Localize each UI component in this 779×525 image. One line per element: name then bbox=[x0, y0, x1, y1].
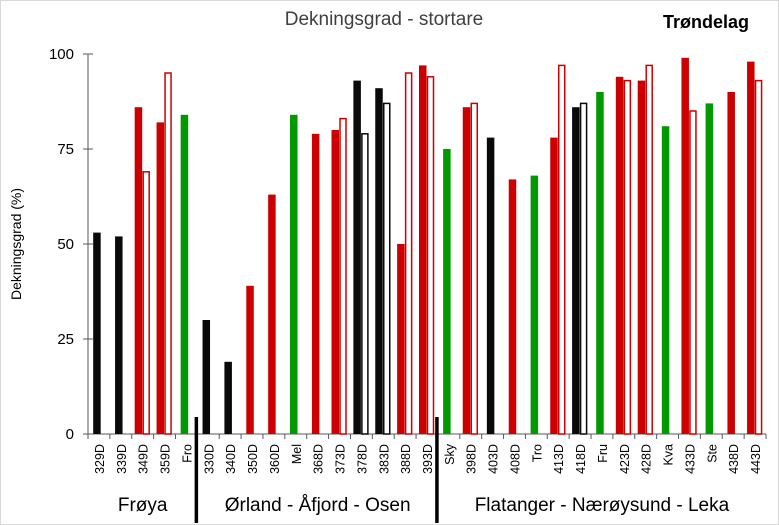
x-tick-label: 359D bbox=[159, 444, 173, 474]
x-tick-label: 398D bbox=[465, 444, 479, 474]
x-tick-label: 350D bbox=[246, 444, 260, 474]
bar-368D bbox=[311, 133, 320, 435]
x-tick-label: 443D bbox=[749, 444, 763, 474]
bar-443D bbox=[747, 61, 755, 434]
x-tick-label: 418D bbox=[574, 444, 588, 474]
bar-339D bbox=[115, 236, 123, 434]
bar-outline-428D bbox=[645, 64, 653, 435]
bar-outline-388D bbox=[404, 72, 413, 435]
bar-403D bbox=[486, 137, 495, 434]
chart-title: Dekningsgrad - stortare bbox=[285, 9, 484, 30]
bar-398D bbox=[462, 107, 471, 434]
bar-Fro bbox=[180, 114, 189, 435]
bar-413D bbox=[550, 137, 558, 434]
x-tick-label: 388D bbox=[399, 444, 413, 474]
x-tick-label: 373D bbox=[334, 444, 348, 474]
x-tick-label: Sky bbox=[443, 443, 457, 465]
bar-383D bbox=[375, 88, 383, 434]
bar-outline-378D bbox=[361, 133, 369, 435]
bar-329D bbox=[93, 232, 101, 434]
bar-359D bbox=[156, 122, 165, 435]
y-tick-label: 25 bbox=[57, 331, 74, 348]
x-tick-label: 330D bbox=[202, 444, 216, 474]
x-tick-label: 349D bbox=[137, 444, 151, 474]
bar-outline-433D bbox=[689, 110, 697, 435]
bar-outline-413D bbox=[557, 64, 566, 435]
bar-428D bbox=[637, 80, 646, 434]
bar-340D bbox=[224, 361, 232, 434]
x-tick-label: 423D bbox=[618, 444, 632, 474]
x-tick-label: Tro bbox=[530, 444, 544, 462]
bar-330D bbox=[202, 320, 211, 434]
bar-outline-398D bbox=[470, 102, 478, 435]
y-tick-label: 100 bbox=[49, 46, 74, 63]
bar-Kva bbox=[661, 126, 670, 434]
bar-373D bbox=[331, 130, 340, 434]
bar-433D bbox=[681, 57, 689, 435]
bar-350D bbox=[246, 285, 254, 434]
y-axis-label: Dekningsgrad (%) bbox=[8, 188, 24, 300]
x-tick-label: 339D bbox=[115, 444, 129, 474]
x-tick-label: 428D bbox=[640, 444, 654, 474]
group-label: Flatanger - Nærøysund - Leka bbox=[475, 495, 730, 516]
x-tick-label: 360D bbox=[268, 444, 282, 474]
bar-Ste bbox=[705, 103, 714, 435]
bar-outline-383D bbox=[383, 102, 391, 435]
x-tick-label: 438D bbox=[727, 444, 741, 474]
y-tick-label: 50 bbox=[57, 236, 74, 253]
bar-408D bbox=[508, 179, 517, 434]
bar-outline-373D bbox=[339, 117, 347, 435]
x-tick-label: 368D bbox=[312, 444, 326, 474]
x-tick-label: 329D bbox=[93, 444, 107, 474]
group-label: Ørland - Åfjord - Osen bbox=[225, 495, 411, 516]
group-label: Frøya bbox=[118, 495, 168, 516]
bar-393D bbox=[419, 65, 427, 435]
x-tick-label: Fru bbox=[596, 444, 610, 463]
bar-423D bbox=[615, 76, 624, 435]
y-tick-label: 75 bbox=[57, 141, 74, 158]
x-tick-label: Mel bbox=[290, 444, 304, 464]
x-tick-label: 383D bbox=[377, 444, 391, 474]
x-tick-label: 378D bbox=[355, 444, 369, 474]
bar-Fru bbox=[596, 92, 604, 434]
x-tick-label: 403D bbox=[487, 444, 501, 474]
bar-outline-359D bbox=[164, 72, 172, 435]
bar-outline-443D bbox=[754, 79, 763, 435]
bar-Mel bbox=[290, 114, 298, 435]
x-tick-label: 408D bbox=[508, 444, 522, 474]
x-tick-label: Fro bbox=[180, 444, 194, 463]
bar-Sky bbox=[443, 149, 451, 434]
bar-349D bbox=[134, 107, 143, 434]
bar-outline-423D bbox=[623, 79, 632, 435]
x-tick-label: Ste bbox=[705, 444, 719, 463]
bar-438D bbox=[727, 92, 735, 434]
bar-388D bbox=[397, 244, 405, 434]
region-label: Trøndelag bbox=[663, 12, 749, 32]
x-tick-label: 393D bbox=[421, 444, 435, 474]
x-tick-label: 340D bbox=[224, 444, 238, 474]
bar-Tro bbox=[530, 175, 539, 434]
bar-418D bbox=[572, 107, 580, 434]
x-tick-label: 433D bbox=[683, 444, 697, 474]
x-tick-label: Kva bbox=[662, 444, 676, 466]
bar-outline-393D bbox=[426, 76, 435, 435]
bar-outline-418D bbox=[579, 102, 588, 435]
bar-outline-349D bbox=[142, 171, 150, 435]
x-tick-label: 413D bbox=[552, 444, 566, 474]
bar-378D bbox=[353, 80, 361, 434]
y-tick-label: 0 bbox=[66, 426, 74, 443]
bar-360D bbox=[268, 194, 276, 434]
